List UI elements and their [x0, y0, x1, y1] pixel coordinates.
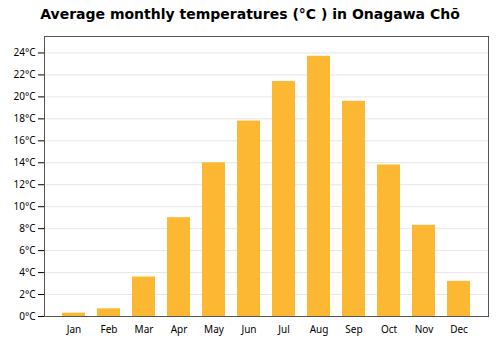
svg-text:May: May — [204, 322, 225, 336]
svg-text:Sep: Sep — [345, 322, 362, 336]
svg-text:0°C: 0°C — [19, 309, 36, 323]
svg-text:2°C: 2°C — [19, 287, 36, 301]
svg-text:Apr: Apr — [171, 322, 188, 336]
svg-text:Mar: Mar — [135, 322, 154, 336]
svg-text:20°C: 20°C — [13, 89, 36, 103]
svg-text:16°C: 16°C — [13, 133, 36, 147]
svg-text:18°C: 18°C — [13, 111, 36, 125]
svg-text:4°C: 4°C — [19, 265, 36, 279]
svg-text:6°C: 6°C — [19, 243, 36, 257]
svg-text:Oct: Oct — [381, 322, 398, 336]
svg-text:14°C: 14°C — [13, 155, 36, 169]
svg-text:Jul: Jul — [277, 322, 290, 336]
svg-text:Nov: Nov — [415, 322, 434, 336]
svg-text:Feb: Feb — [101, 322, 118, 336]
svg-text:24°C: 24°C — [13, 45, 36, 59]
svg-text:Jan: Jan — [66, 322, 82, 336]
svg-text:12°C: 12°C — [13, 177, 36, 191]
svg-text:Dec: Dec — [450, 322, 468, 336]
svg-text:Jun: Jun — [240, 322, 256, 336]
svg-text:10°C: 10°C — [13, 199, 36, 213]
svg-text:22°C: 22°C — [13, 67, 36, 81]
svg-text:Aug: Aug — [310, 322, 329, 336]
svg-text:8°C: 8°C — [19, 221, 36, 235]
html-text:Average monthly temperatures (: Average monthly temperatures (°C ) in On… — [40, 6, 460, 22]
